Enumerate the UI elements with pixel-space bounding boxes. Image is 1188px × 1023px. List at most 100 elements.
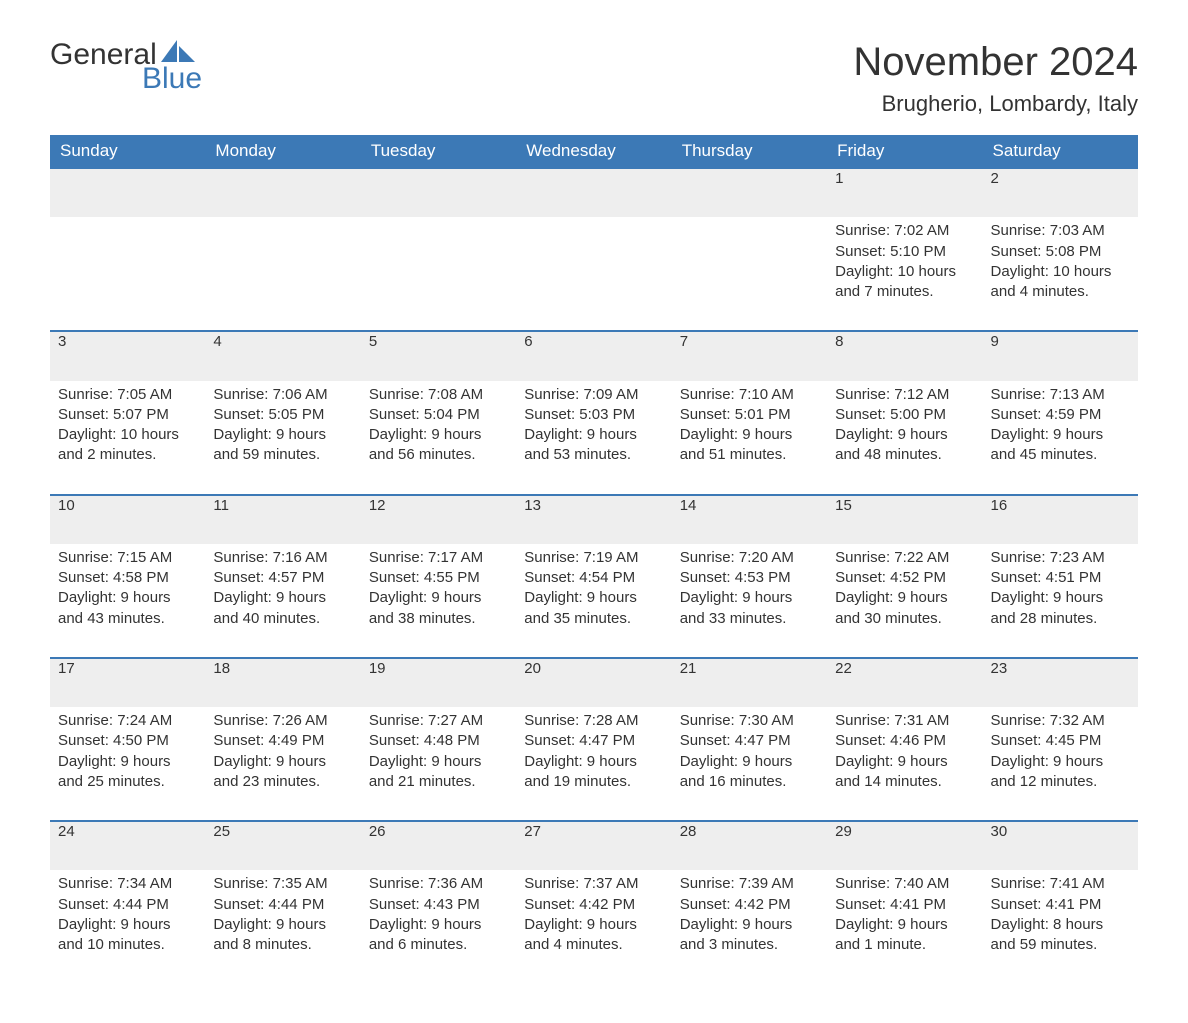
day-detail-cell <box>361 217 516 331</box>
day-detail-cell: Sunrise: 7:30 AMSunset: 4:47 PMDaylight:… <box>672 707 827 821</box>
day-detail-cell: Sunrise: 7:03 AMSunset: 5:08 PMDaylight:… <box>983 217 1138 331</box>
sunset-text: Sunset: 4:42 PM <box>524 895 663 915</box>
day-number-cell: 21 <box>672 658 827 707</box>
day-number-cell: 22 <box>827 658 982 707</box>
daylight-text: Daylight: 9 hours and 28 minutes. <box>991 588 1130 629</box>
day-detail-row: Sunrise: 7:05 AMSunset: 5:07 PMDaylight:… <box>50 381 1138 495</box>
sunrise-text: Sunrise: 7:16 AM <box>213 548 352 568</box>
day-number-row: 17181920212223 <box>50 658 1138 707</box>
day-detail-cell: Sunrise: 7:16 AMSunset: 4:57 PMDaylight:… <box>205 544 360 658</box>
weekday-header: Wednesday <box>516 135 671 168</box>
weekday-header: Sunday <box>50 135 205 168</box>
day-number-cell: 29 <box>827 821 982 870</box>
day-detail-cell: Sunrise: 7:35 AMSunset: 4:44 PMDaylight:… <box>205 870 360 983</box>
day-detail-cell: Sunrise: 7:17 AMSunset: 4:55 PMDaylight:… <box>361 544 516 658</box>
sunrise-text: Sunrise: 7:24 AM <box>58 711 197 731</box>
day-number-row: 24252627282930 <box>50 821 1138 870</box>
sunrise-text: Sunrise: 7:02 AM <box>835 221 974 241</box>
calendar-header-row: SundayMondayTuesdayWednesdayThursdayFrid… <box>50 135 1138 168</box>
day-detail-cell: Sunrise: 7:28 AMSunset: 4:47 PMDaylight:… <box>516 707 671 821</box>
weekday-header: Saturday <box>983 135 1138 168</box>
day-detail-cell: Sunrise: 7:22 AMSunset: 4:52 PMDaylight:… <box>827 544 982 658</box>
sunrise-text: Sunrise: 7:09 AM <box>524 385 663 405</box>
day-number-cell: 18 <box>205 658 360 707</box>
day-detail-cell: Sunrise: 7:32 AMSunset: 4:45 PMDaylight:… <box>983 707 1138 821</box>
day-number-cell <box>205 168 360 217</box>
sunset-text: Sunset: 4:51 PM <box>991 568 1130 588</box>
day-number-cell: 25 <box>205 821 360 870</box>
day-detail-cell: Sunrise: 7:39 AMSunset: 4:42 PMDaylight:… <box>672 870 827 983</box>
daylight-text: Daylight: 9 hours and 21 minutes. <box>369 752 508 793</box>
day-number-cell: 27 <box>516 821 671 870</box>
day-number-cell: 26 <box>361 821 516 870</box>
day-number-cell: 5 <box>361 331 516 380</box>
weekday-header: Friday <box>827 135 982 168</box>
sunrise-text: Sunrise: 7:39 AM <box>680 874 819 894</box>
sunrise-text: Sunrise: 7:20 AM <box>680 548 819 568</box>
day-number-cell: 28 <box>672 821 827 870</box>
sunset-text: Sunset: 5:01 PM <box>680 405 819 425</box>
sunset-text: Sunset: 4:43 PM <box>369 895 508 915</box>
sunrise-text: Sunrise: 7:34 AM <box>58 874 197 894</box>
sunrise-text: Sunrise: 7:27 AM <box>369 711 508 731</box>
sunrise-text: Sunrise: 7:36 AM <box>369 874 508 894</box>
sunset-text: Sunset: 4:57 PM <box>213 568 352 588</box>
daylight-text: Daylight: 9 hours and 45 minutes. <box>991 425 1130 466</box>
day-number-cell: 17 <box>50 658 205 707</box>
day-number-row: 10111213141516 <box>50 495 1138 544</box>
daylight-text: Daylight: 9 hours and 19 minutes. <box>524 752 663 793</box>
day-number-cell: 30 <box>983 821 1138 870</box>
day-number-cell: 1 <box>827 168 982 217</box>
day-number-cell: 20 <box>516 658 671 707</box>
sunset-text: Sunset: 4:49 PM <box>213 731 352 751</box>
sunrise-text: Sunrise: 7:13 AM <box>991 385 1130 405</box>
sunset-text: Sunset: 4:47 PM <box>524 731 663 751</box>
logo-word-1: General <box>50 40 157 70</box>
day-detail-cell <box>672 217 827 331</box>
sunset-text: Sunset: 4:58 PM <box>58 568 197 588</box>
day-detail-cell: Sunrise: 7:19 AMSunset: 4:54 PMDaylight:… <box>516 544 671 658</box>
daylight-text: Daylight: 8 hours and 59 minutes. <box>991 915 1130 956</box>
sunrise-text: Sunrise: 7:03 AM <box>991 221 1130 241</box>
day-detail-cell: Sunrise: 7:36 AMSunset: 4:43 PMDaylight:… <box>361 870 516 983</box>
day-number-cell: 9 <box>983 331 1138 380</box>
sunset-text: Sunset: 4:48 PM <box>369 731 508 751</box>
day-number-cell <box>516 168 671 217</box>
day-number-cell: 19 <box>361 658 516 707</box>
sunrise-text: Sunrise: 7:30 AM <box>680 711 819 731</box>
daylight-text: Daylight: 9 hours and 35 minutes. <box>524 588 663 629</box>
sunrise-text: Sunrise: 7:06 AM <box>213 385 352 405</box>
day-number-cell: 6 <box>516 331 671 380</box>
day-number-cell: 4 <box>205 331 360 380</box>
sunset-text: Sunset: 5:04 PM <box>369 405 508 425</box>
day-number-cell: 13 <box>516 495 671 544</box>
day-number-cell <box>50 168 205 217</box>
page-subtitle: Brugherio, Lombardy, Italy <box>853 91 1138 117</box>
day-number-row: 3456789 <box>50 331 1138 380</box>
day-detail-row: Sunrise: 7:15 AMSunset: 4:58 PMDaylight:… <box>50 544 1138 658</box>
day-detail-cell: Sunrise: 7:10 AMSunset: 5:01 PMDaylight:… <box>672 381 827 495</box>
day-detail-cell: Sunrise: 7:37 AMSunset: 4:42 PMDaylight:… <box>516 870 671 983</box>
sunset-text: Sunset: 4:41 PM <box>835 895 974 915</box>
daylight-text: Daylight: 9 hours and 30 minutes. <box>835 588 974 629</box>
sunset-text: Sunset: 4:44 PM <box>58 895 197 915</box>
daylight-text: Daylight: 9 hours and 12 minutes. <box>991 752 1130 793</box>
sunrise-text: Sunrise: 7:10 AM <box>680 385 819 405</box>
sunset-text: Sunset: 5:07 PM <box>58 405 197 425</box>
daylight-text: Daylight: 9 hours and 1 minute. <box>835 915 974 956</box>
day-detail-cell: Sunrise: 7:31 AMSunset: 4:46 PMDaylight:… <box>827 707 982 821</box>
daylight-text: Daylight: 9 hours and 59 minutes. <box>213 425 352 466</box>
day-number-cell: 7 <box>672 331 827 380</box>
day-detail-cell: Sunrise: 7:05 AMSunset: 5:07 PMDaylight:… <box>50 381 205 495</box>
daylight-text: Daylight: 9 hours and 4 minutes. <box>524 915 663 956</box>
day-detail-row: Sunrise: 7:24 AMSunset: 4:50 PMDaylight:… <box>50 707 1138 821</box>
day-detail-cell: Sunrise: 7:34 AMSunset: 4:44 PMDaylight:… <box>50 870 205 983</box>
day-number-cell: 11 <box>205 495 360 544</box>
weekday-header: Thursday <box>672 135 827 168</box>
sunset-text: Sunset: 4:41 PM <box>991 895 1130 915</box>
sunrise-text: Sunrise: 7:26 AM <box>213 711 352 731</box>
sunrise-text: Sunrise: 7:35 AM <box>213 874 352 894</box>
sunrise-text: Sunrise: 7:12 AM <box>835 385 974 405</box>
day-detail-cell: Sunrise: 7:13 AMSunset: 4:59 PMDaylight:… <box>983 381 1138 495</box>
sunset-text: Sunset: 4:54 PM <box>524 568 663 588</box>
